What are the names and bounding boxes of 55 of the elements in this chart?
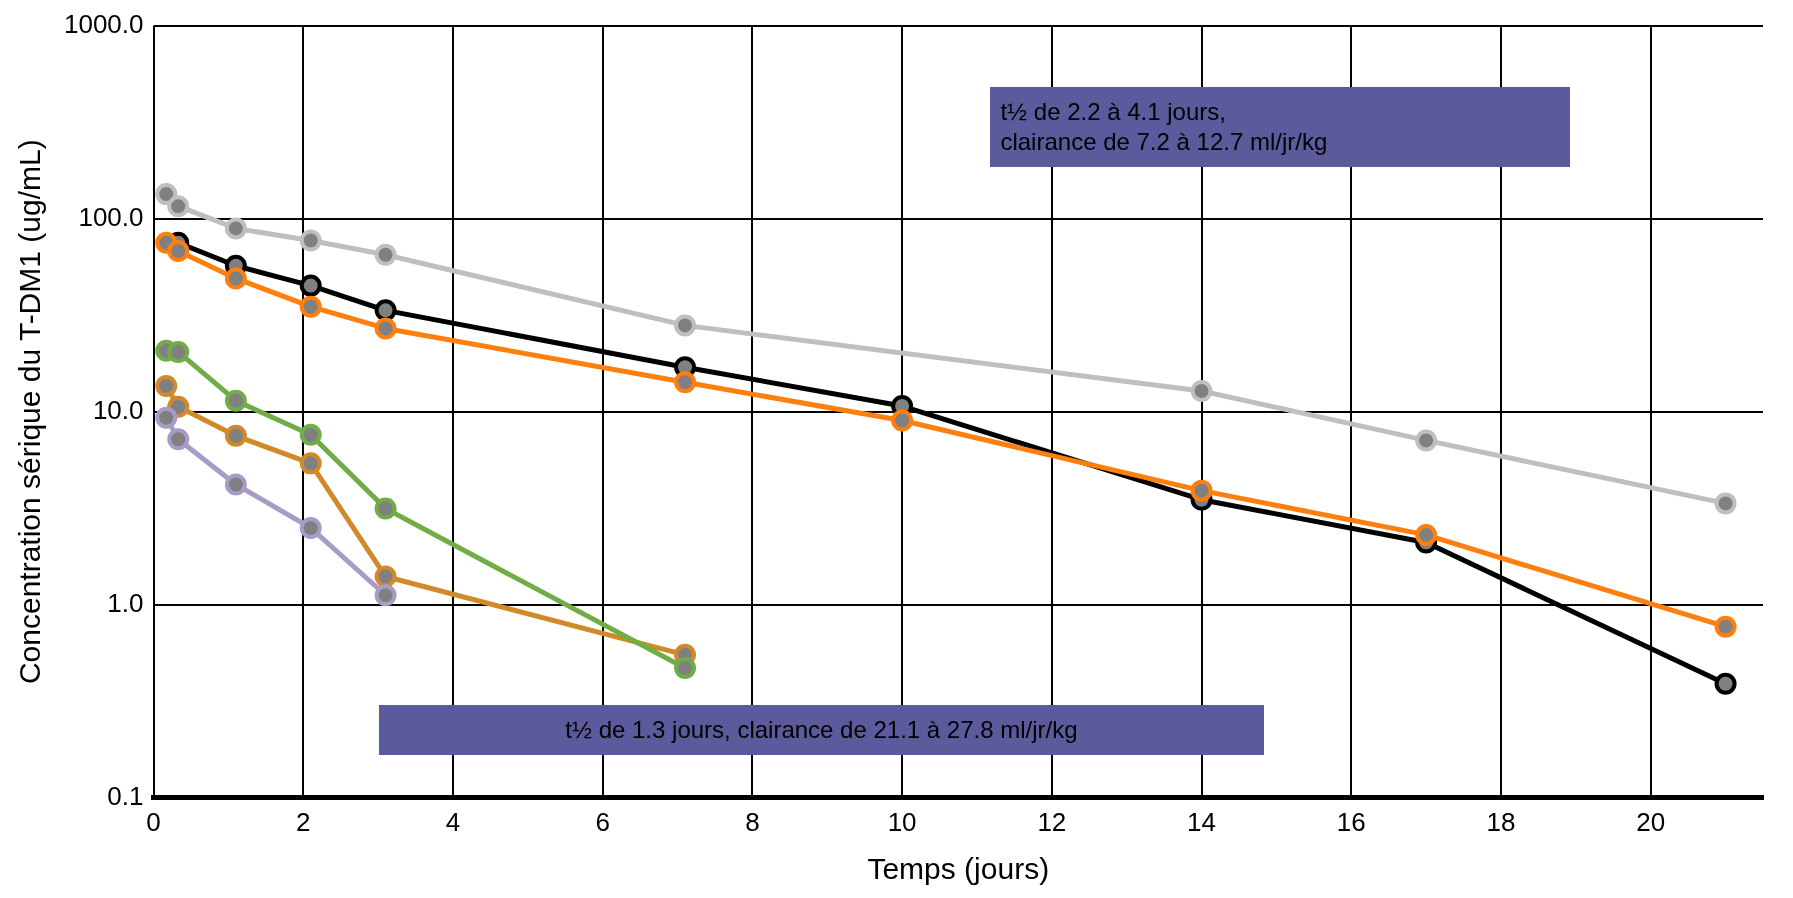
y-tick-label: 1000.0 <box>63 8 144 39</box>
x-tick-label: 0 <box>146 806 161 837</box>
point <box>1714 615 1737 638</box>
point <box>167 340 190 363</box>
point <box>1415 523 1438 546</box>
point <box>1714 672 1737 695</box>
y-tick-label: 10.0 <box>92 394 144 425</box>
x-axis-title: Temps (jours) <box>867 852 1050 886</box>
point <box>155 183 178 206</box>
point <box>224 267 247 290</box>
text-box: t½ de 2.2 à 4.1 jours, clairance de 7.2 à 12.7 ml/jr/kg <box>990 87 1570 168</box>
x-tick-label: 14 <box>1187 806 1217 837</box>
y-tick-label: 100.0 <box>78 201 144 232</box>
x-tick-label: 8 <box>745 806 760 837</box>
point <box>674 371 697 394</box>
point <box>167 239 190 262</box>
point <box>374 497 397 520</box>
y-axis-title: Concentration sérique du T-DM1 (ug/mL) <box>13 139 47 685</box>
point <box>374 584 397 607</box>
y-tick-label: 1.0 <box>107 587 144 618</box>
point <box>224 217 247 240</box>
point <box>224 389 247 412</box>
point <box>299 516 322 539</box>
x-tick-label: 12 <box>1037 806 1067 837</box>
point <box>674 314 697 337</box>
point <box>299 295 322 318</box>
point <box>1190 380 1213 402</box>
point <box>224 424 247 447</box>
point <box>299 274 322 297</box>
point <box>374 243 397 266</box>
point <box>155 406 178 429</box>
text-box: t½ de 1.3 jours, clairance de 21.1 à 27.8 ml/jr/kg <box>378 705 1265 756</box>
x-tick-label: 10 <box>887 806 917 837</box>
point <box>1714 492 1737 515</box>
x-tick-label: 2 <box>296 806 311 837</box>
point <box>674 657 697 680</box>
point <box>374 317 397 340</box>
point <box>299 452 322 475</box>
point <box>167 428 190 451</box>
point <box>155 374 178 397</box>
point <box>299 423 322 446</box>
x-tick-label: 20 <box>1636 806 1666 837</box>
point <box>374 565 397 588</box>
point <box>167 195 190 218</box>
x-tick-label: 16 <box>1336 806 1366 837</box>
point <box>1190 479 1213 502</box>
y-tick-label: 0.1 <box>107 780 144 811</box>
point <box>224 473 247 496</box>
x-tick-label: 18 <box>1486 806 1516 837</box>
x-tick-label: 4 <box>445 806 461 837</box>
point <box>1415 429 1438 452</box>
point <box>891 409 914 432</box>
point <box>374 299 397 322</box>
point <box>299 229 322 252</box>
x-tick-label: 6 <box>595 806 610 837</box>
